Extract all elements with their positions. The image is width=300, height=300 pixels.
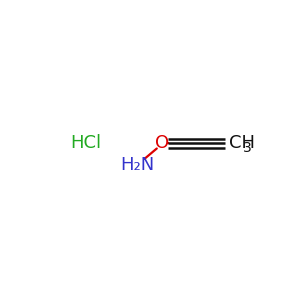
Text: HCl: HCl [70,134,101,152]
Text: CH: CH [229,134,255,152]
Text: O: O [155,134,169,152]
Text: 3: 3 [243,142,251,155]
Text: H₂N: H₂N [120,156,154,174]
